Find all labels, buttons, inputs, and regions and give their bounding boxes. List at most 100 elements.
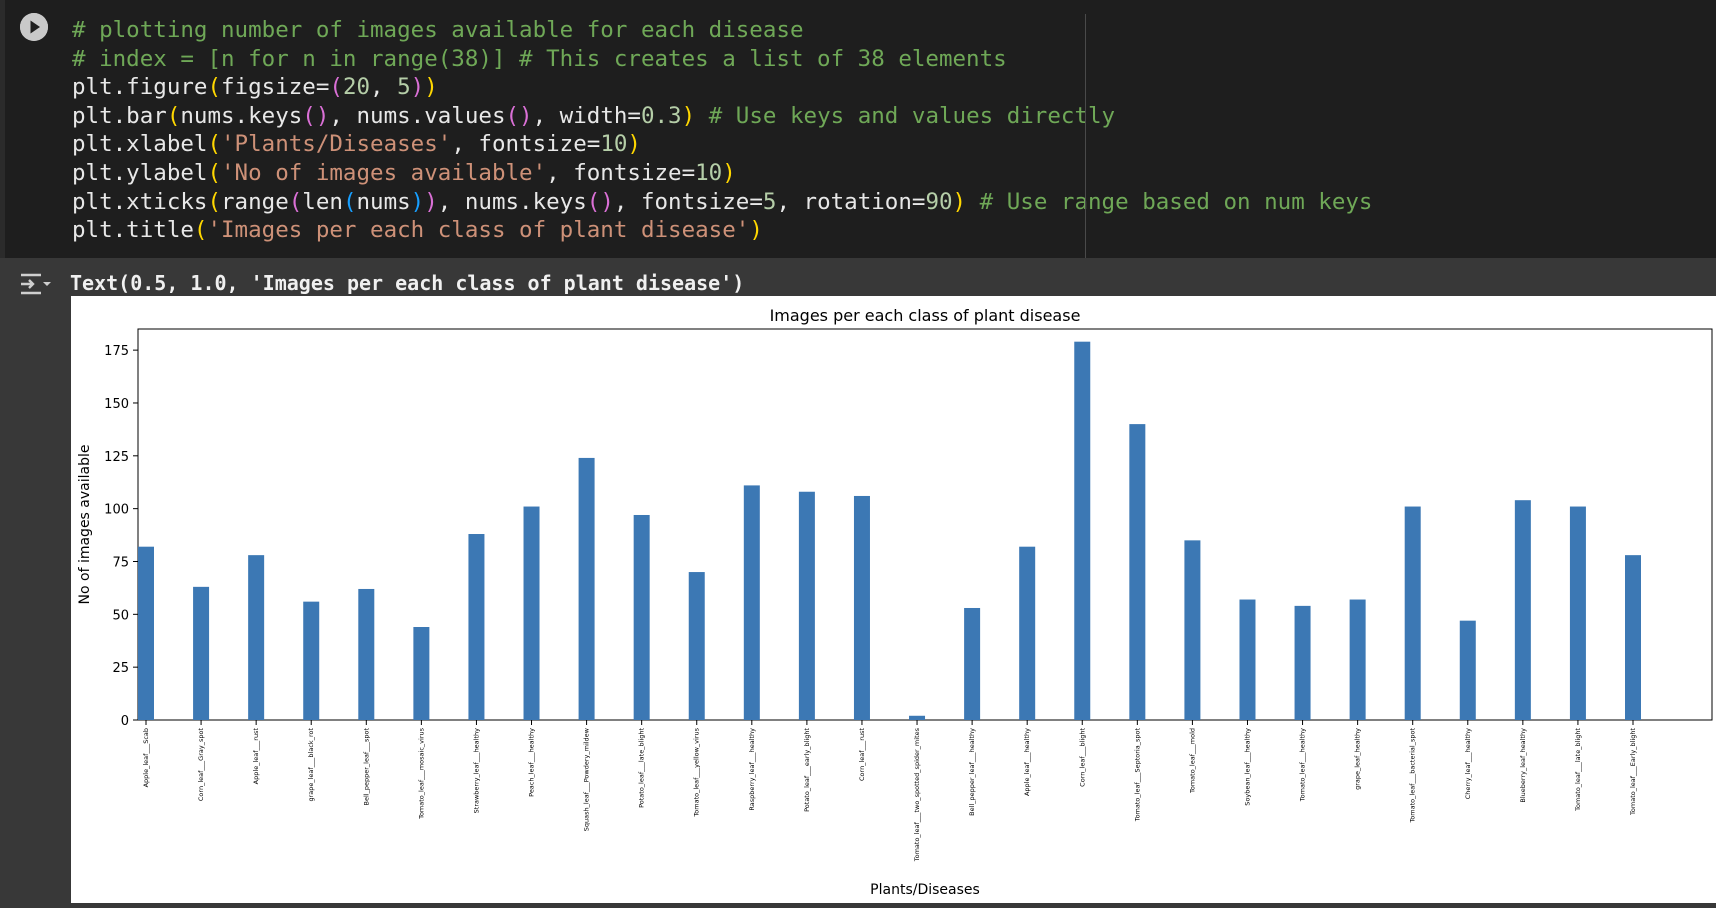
output-collapse-icon[interactable] bbox=[18, 270, 52, 298]
x-tick-label: Tomato_leaf___Early_blight bbox=[1629, 728, 1637, 816]
code-token: ( bbox=[207, 188, 222, 215]
x-tick-label: Bell_pepper_leaf___spot bbox=[362, 728, 370, 806]
code-token: 0.3 bbox=[640, 102, 682, 129]
x-tick-label: Tomato_leaf___late_blight bbox=[1574, 728, 1582, 812]
chart-figure: Images per each class of plant disease 0 2… bbox=[71, 296, 1716, 903]
bar bbox=[1459, 620, 1476, 720]
code-token: 10 bbox=[600, 131, 628, 158]
x-tick-label: Tomato_leaf___yellow_virus bbox=[693, 727, 701, 817]
x-tick-label: Apple_leaf___rust bbox=[252, 728, 260, 785]
line-length-ruler bbox=[1085, 14, 1086, 258]
code-token: ) bbox=[749, 217, 763, 244]
x-tick-label: Tomato_leaf___healthy bbox=[1299, 728, 1307, 802]
code-token: , nums.keys bbox=[437, 188, 587, 215]
code-token: 10 bbox=[695, 159, 723, 186]
x-axis-label: Plants/Diseases bbox=[870, 882, 980, 898]
code-token: ( bbox=[207, 74, 222, 101]
code-token: 'No of images available' bbox=[221, 159, 547, 186]
output-result-text: Text(0.5, 1.0, 'Images per each class of… bbox=[70, 271, 745, 295]
y-tick-label: 150 bbox=[104, 397, 129, 412]
y-tick-label: 25 bbox=[112, 661, 129, 676]
code-token: # plotting number of images available fo… bbox=[72, 17, 804, 43]
code-token: () bbox=[586, 188, 614, 215]
x-tick-label: Tomato_leaf___mold bbox=[1188, 728, 1196, 794]
x-tick-label: Soybean_leaf___healthy bbox=[1243, 728, 1251, 806]
code-token: plt.title bbox=[72, 217, 194, 244]
code-line: plt.xlabel('Plants/Diseases', fontsize=1… bbox=[72, 131, 641, 157]
code-token: 5 bbox=[762, 188, 777, 215]
bar bbox=[193, 586, 210, 720]
x-tick-label: Corn_leaf___Gray_spot bbox=[197, 728, 205, 802]
code-token: plt.figure bbox=[72, 74, 208, 101]
code-token: , fontsize= bbox=[451, 131, 601, 158]
code-token: plt.xlabel bbox=[72, 131, 208, 158]
bar bbox=[138, 546, 154, 720]
x-tick-label: Blueberry_leaf_healthy bbox=[1519, 728, 1527, 803]
bar bbox=[1349, 599, 1366, 720]
bar bbox=[413, 627, 430, 720]
x-tick-label: Corn_leaf___blight bbox=[1078, 728, 1086, 787]
bar bbox=[633, 514, 650, 720]
code-token: ( bbox=[207, 131, 222, 158]
code-token: range bbox=[221, 188, 289, 215]
code-token: ) bbox=[952, 188, 967, 215]
bar bbox=[1019, 546, 1036, 720]
code-token: 'Plants/Diseases' bbox=[221, 131, 452, 158]
x-tick-label: grape_leaf_healthy bbox=[1354, 728, 1362, 790]
code-editor[interactable]: # plotting number of images available fo… bbox=[72, 16, 1372, 245]
code-token: 20 bbox=[342, 74, 371, 101]
code-token: , fontsize= bbox=[546, 159, 696, 186]
x-tick-label: Squash_leaf___Powdery_mildew bbox=[583, 727, 591, 831]
code-token: ( bbox=[288, 188, 303, 215]
code-token: () bbox=[302, 102, 330, 129]
x-tick-label: Cherry_leaf___healthy bbox=[1464, 728, 1472, 799]
play-icon bbox=[20, 13, 48, 41]
code-token: ( bbox=[166, 102, 181, 129]
bar bbox=[798, 491, 815, 720]
bar bbox=[358, 588, 375, 720]
x-tick-label: Tomato_leaf___Septoria_spot bbox=[1133, 728, 1141, 823]
y-axis-label: No of images available bbox=[77, 445, 93, 605]
code-token: # Use range based on num keys bbox=[979, 188, 1373, 215]
code-token: 90 bbox=[925, 188, 953, 215]
code-token: figsize= bbox=[221, 74, 330, 101]
bar bbox=[303, 601, 320, 720]
code-token: ( bbox=[329, 74, 343, 101]
code-cell[interactable]: # plotting number of images available fo… bbox=[0, 0, 1716, 258]
bar bbox=[248, 555, 265, 720]
code-token: ) bbox=[722, 159, 736, 186]
bar bbox=[468, 534, 485, 720]
bar bbox=[1569, 506, 1586, 720]
code-line: # index = [n for n in range(38)] # This … bbox=[72, 46, 1007, 72]
code-token: () bbox=[505, 102, 533, 129]
code-line: plt.figure(figsize=(20, 5)) bbox=[72, 74, 438, 100]
x-tick-label: Apple_leaf___Scab bbox=[142, 728, 150, 787]
code-line: plt.bar(nums.keys(), nums.values(), widt… bbox=[72, 103, 1115, 129]
x-tick-label: grape_leaf___black_rot bbox=[307, 728, 315, 802]
code-token: 'Images per each class of plant disease' bbox=[207, 217, 750, 244]
code-token: len bbox=[302, 188, 343, 215]
bar bbox=[1129, 424, 1146, 720]
code-token bbox=[966, 189, 980, 215]
y-tick-label: 0 bbox=[121, 714, 129, 729]
code-token: plt.ylabel bbox=[72, 159, 208, 186]
code-token: # Use keys and values directly bbox=[708, 102, 1116, 129]
code-token: ( bbox=[342, 188, 357, 215]
y-tick-label: 100 bbox=[104, 503, 129, 518]
code-token: plt.bar bbox=[72, 102, 167, 129]
run-cell-button[interactable] bbox=[20, 13, 48, 41]
code-line: plt.ylabel('No of images available', fon… bbox=[72, 160, 736, 186]
y-tick-label: 75 bbox=[112, 555, 129, 570]
code-token: nums.keys bbox=[180, 102, 303, 129]
x-tick-label: Tomato_leaf___mosaic_virus bbox=[417, 727, 425, 820]
code-token: # index = [n for n in range(38)] # This … bbox=[72, 45, 1007, 72]
code-token: 5 bbox=[397, 74, 411, 101]
bar bbox=[1625, 555, 1641, 720]
code-token: ) bbox=[424, 74, 438, 101]
code-token: , width= bbox=[532, 102, 641, 129]
code-line: plt.title('Images per each class of plan… bbox=[72, 217, 763, 243]
code-token: , bbox=[370, 74, 398, 101]
cell-gutter bbox=[0, 0, 5, 258]
bar bbox=[1074, 341, 1091, 720]
code-token: ) bbox=[627, 131, 641, 158]
